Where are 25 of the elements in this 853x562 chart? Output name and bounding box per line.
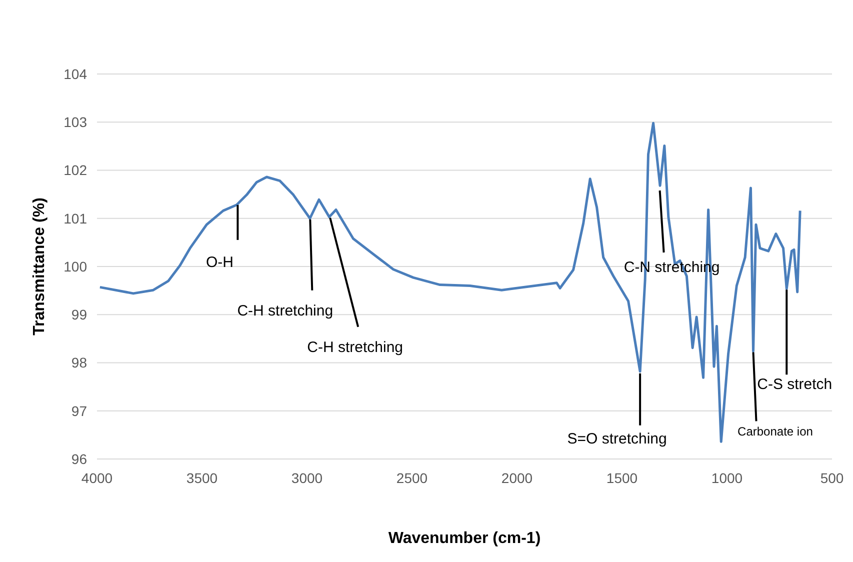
x-tick-label: 500 — [820, 470, 844, 486]
y-tick-label: 100 — [64, 258, 88, 274]
x-tick-label: 3500 — [186, 470, 218, 486]
annotation: O-H — [206, 254, 234, 272]
x-tick-label: 2500 — [396, 470, 428, 486]
annotation: C-H stretching — [307, 339, 404, 356]
x-tick-label: 2000 — [501, 470, 533, 486]
y-tick-label: 101 — [64, 210, 88, 226]
annotation: S=O stretching — [567, 430, 667, 448]
y-tick-label: 103 — [64, 114, 88, 130]
annotation: Carbonate ion — [738, 424, 813, 438]
x-tick-label: 1500 — [606, 470, 638, 486]
x-axis-title: Wavenumber (cm-1) — [388, 530, 541, 547]
y-tick-label: 96 — [71, 450, 88, 467]
y-tick-label: 104 — [64, 66, 88, 82]
annotation: C-S stretch — [757, 376, 832, 393]
y-tick-label: 98 — [71, 354, 88, 371]
y-tick-label: 97 — [71, 402, 88, 419]
y-tick-label: 99 — [71, 306, 88, 323]
x-tick-label: 3000 — [291, 470, 323, 486]
y-axis-title: Transmittance (%) — [31, 198, 48, 336]
x-tick-label: 1000 — [711, 470, 743, 486]
x-tick-label: 4000 — [81, 470, 113, 486]
y-tick-label: 102 — [64, 162, 88, 178]
annotation: C-H stretching — [237, 302, 334, 320]
